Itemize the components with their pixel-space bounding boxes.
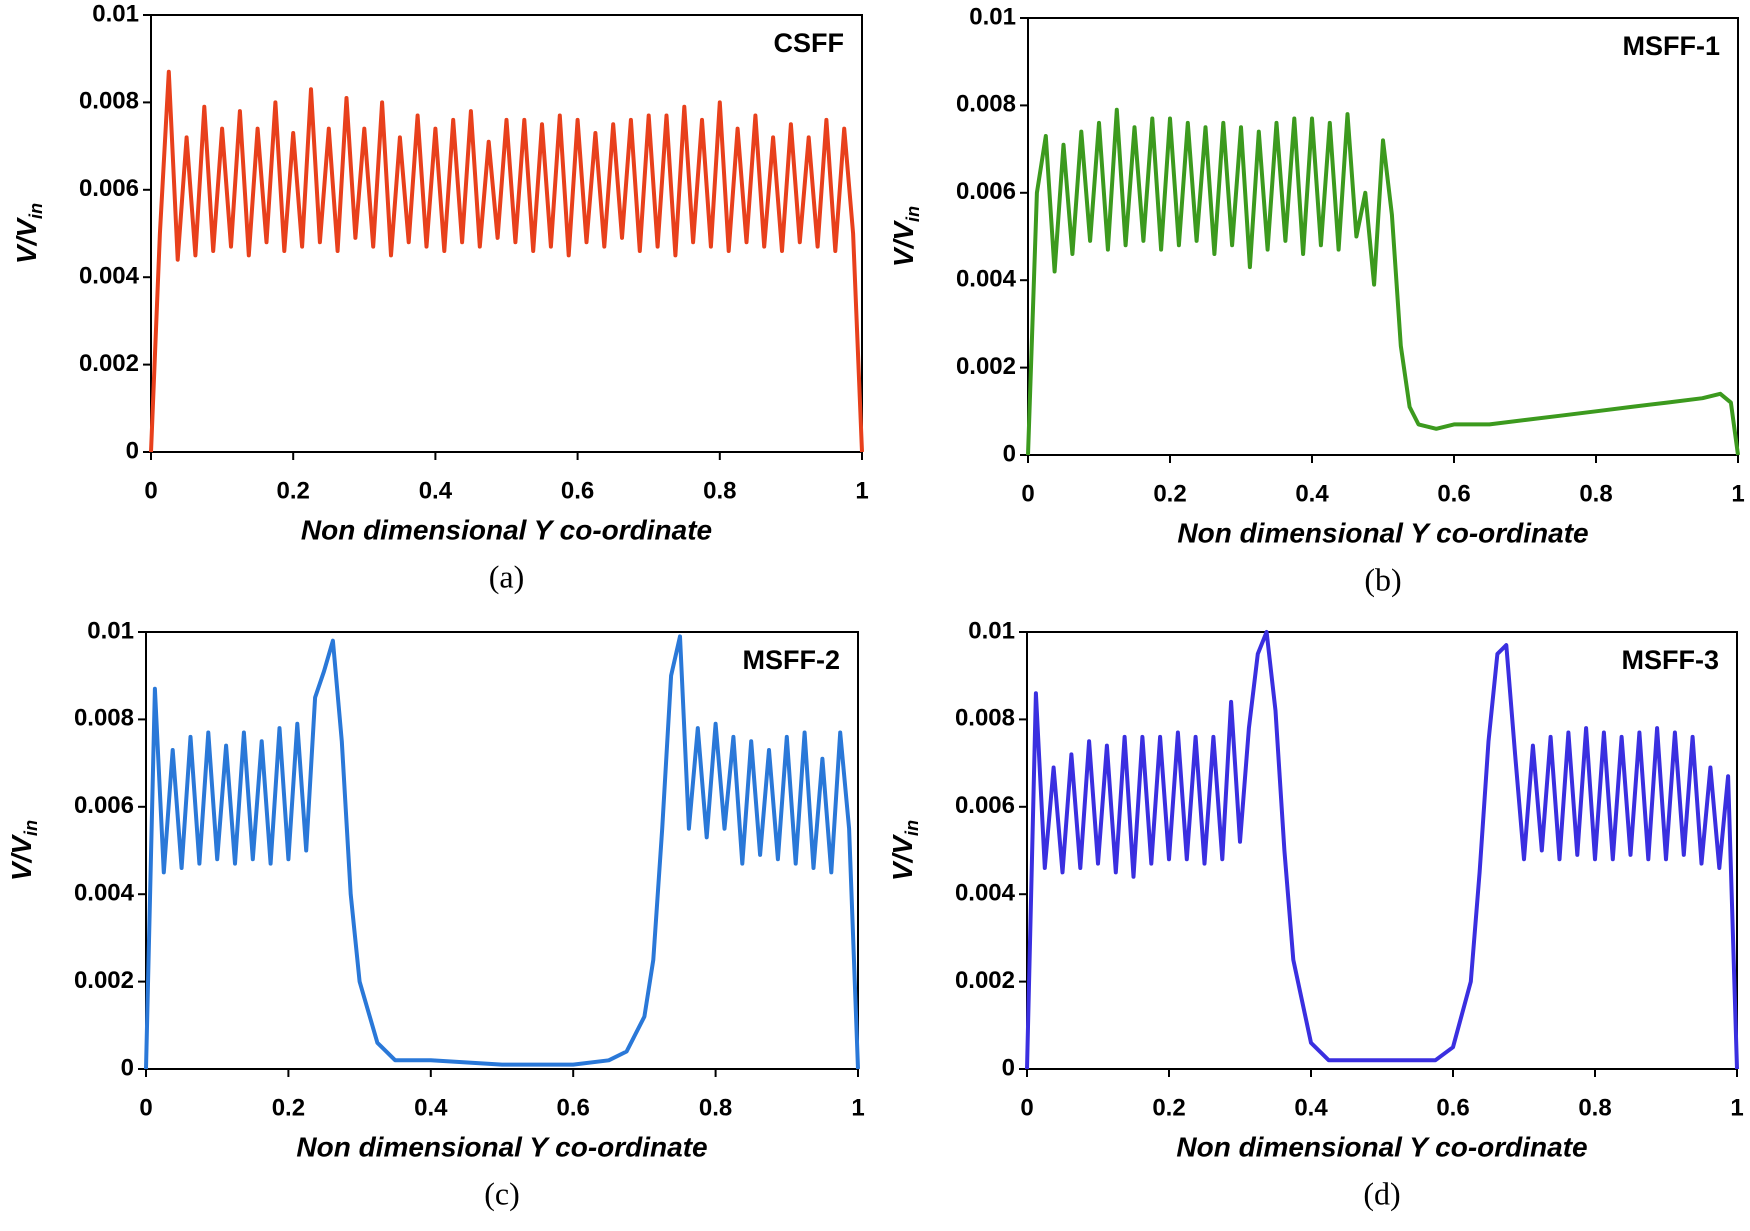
y-tick-label: 0.01 [968, 617, 1015, 644]
y-tick-label: 0 [1002, 1054, 1015, 1081]
x-tick-label: 1 [1731, 480, 1744, 507]
y-tick-label: 0.01 [87, 617, 134, 644]
x-tick-label: 1 [855, 477, 868, 504]
x-tick-label: 0 [144, 477, 157, 504]
data-line [144, 634, 860, 1070]
x-tick-label: 0.2 [1153, 480, 1186, 507]
data-line [1026, 107, 1740, 456]
panel: 0 0.002 0.004 0.006 0.008 0.01 0 0.2 0.4 0.6 0.8 1 M… [6, 617, 864, 1211]
x-tick-label: 0.6 [561, 477, 594, 504]
y-tick-label: 0.006 [79, 175, 139, 202]
x-axis-label: Non dimensional Y co-ordinate [301, 514, 712, 545]
y-tick-label: 0.004 [79, 263, 140, 290]
x-tick-label: 0.8 [699, 1094, 732, 1121]
y-tick-label: 0.006 [955, 792, 1015, 819]
y-tick-label: 0.002 [955, 967, 1015, 994]
y-tick-label: 0.008 [955, 705, 1015, 732]
x-tick-label: 0.4 [1294, 1094, 1328, 1121]
y-axis-label: V/Vin [11, 203, 45, 264]
y-axis-label-main: V/V [6, 834, 37, 881]
plot-frame [1026, 631, 1738, 1070]
x-tick-label: 0.8 [1579, 480, 1612, 507]
x-tick-label: 0 [139, 1094, 152, 1121]
x-tick-label: 0.4 [419, 477, 453, 504]
panel-title: MSFF-2 [743, 645, 841, 675]
x-tick-label: 0.8 [703, 477, 736, 504]
y-tick-label: 0.002 [74, 967, 134, 994]
x-tick-label: 0.6 [1436, 1094, 1469, 1121]
y-axis-label: V/Vin [888, 206, 922, 267]
y-tick-label: 0 [121, 1054, 134, 1081]
x-tick-label: 0.4 [414, 1094, 448, 1121]
x-tick-label: 0.2 [1152, 1094, 1185, 1121]
panel-label: (a) [489, 558, 525, 594]
y-tick-label: 0.01 [969, 3, 1016, 30]
panel: 0 0.002 0.004 0.006 0.008 0.01 0 0.2 0.4 0.6 0.8 1 M… [887, 617, 1743, 1211]
y-tick-label: 0 [126, 437, 139, 464]
y-tick-label: 0.004 [956, 266, 1017, 293]
y-axis-label-main: V/V [11, 217, 42, 264]
panel-label: (c) [484, 1175, 520, 1211]
panel: 0 0.002 0.004 0.006 0.008 0.01 0 0.2 0.4 0.6 0.8 1 C… [11, 0, 868, 594]
x-tick-label: 1 [1730, 1094, 1743, 1121]
panel-title: CSFF [774, 28, 845, 58]
x-tick-label: 0.2 [272, 1094, 305, 1121]
x-tick-label: 0 [1020, 1094, 1033, 1121]
plot-frame [1027, 17, 1739, 456]
y-tick-label: 0.004 [74, 880, 135, 907]
panel-label: (b) [1364, 561, 1401, 597]
x-tick-label: 0.8 [1578, 1094, 1611, 1121]
y-axis-label: V/Vin [887, 820, 921, 881]
x-tick-label: 0.4 [1295, 480, 1329, 507]
y-tick-label: 0.008 [79, 88, 139, 115]
y-tick-label: 0.008 [956, 91, 1016, 118]
y-axis-label-subscript: in [903, 206, 923, 222]
y-tick-label: 0.008 [74, 705, 134, 732]
x-tick-label: 0.6 [1437, 480, 1470, 507]
panel-title: MSFF-1 [1623, 31, 1721, 61]
y-tick-label: 0.004 [955, 880, 1016, 907]
y-axis-label-main: V/V [888, 220, 919, 267]
y-axis-label: V/Vin [6, 820, 40, 881]
panel-title: MSFF-3 [1622, 645, 1720, 675]
panel-label: (d) [1363, 1175, 1400, 1211]
x-tick-label: 0 [1021, 480, 1034, 507]
x-axis-label: Non dimensional Y co-ordinate [1177, 517, 1588, 548]
x-axis-label: Non dimensional Y co-ordinate [1176, 1131, 1587, 1162]
y-tick-label: 0.006 [74, 792, 134, 819]
y-tick-label: 0.002 [79, 350, 139, 377]
x-tick-label: 0.2 [277, 477, 310, 504]
data-line [1025, 630, 1739, 1070]
x-tick-label: 0.6 [557, 1094, 590, 1121]
plot-frame [145, 631, 859, 1070]
y-tick-label: 0.01 [92, 0, 139, 27]
y-axis-label-subscript: in [21, 820, 41, 836]
panel: 0 0.002 0.004 0.006 0.008 0.01 0 0.2 0.4 0.6 0.8 1 M… [888, 3, 1744, 597]
plot-frame [150, 14, 863, 453]
y-tick-label: 0 [1003, 440, 1016, 467]
x-tick-label: 1 [851, 1094, 864, 1121]
y-axis-label-main: V/V [887, 834, 918, 881]
data-line [149, 69, 864, 453]
y-axis-label-subscript: in [902, 820, 922, 836]
y-axis-label-subscript: in [26, 203, 46, 219]
x-axis-label: Non dimensional Y co-ordinate [296, 1131, 707, 1162]
y-tick-label: 0.006 [956, 178, 1016, 205]
y-tick-label: 0.002 [956, 353, 1016, 380]
